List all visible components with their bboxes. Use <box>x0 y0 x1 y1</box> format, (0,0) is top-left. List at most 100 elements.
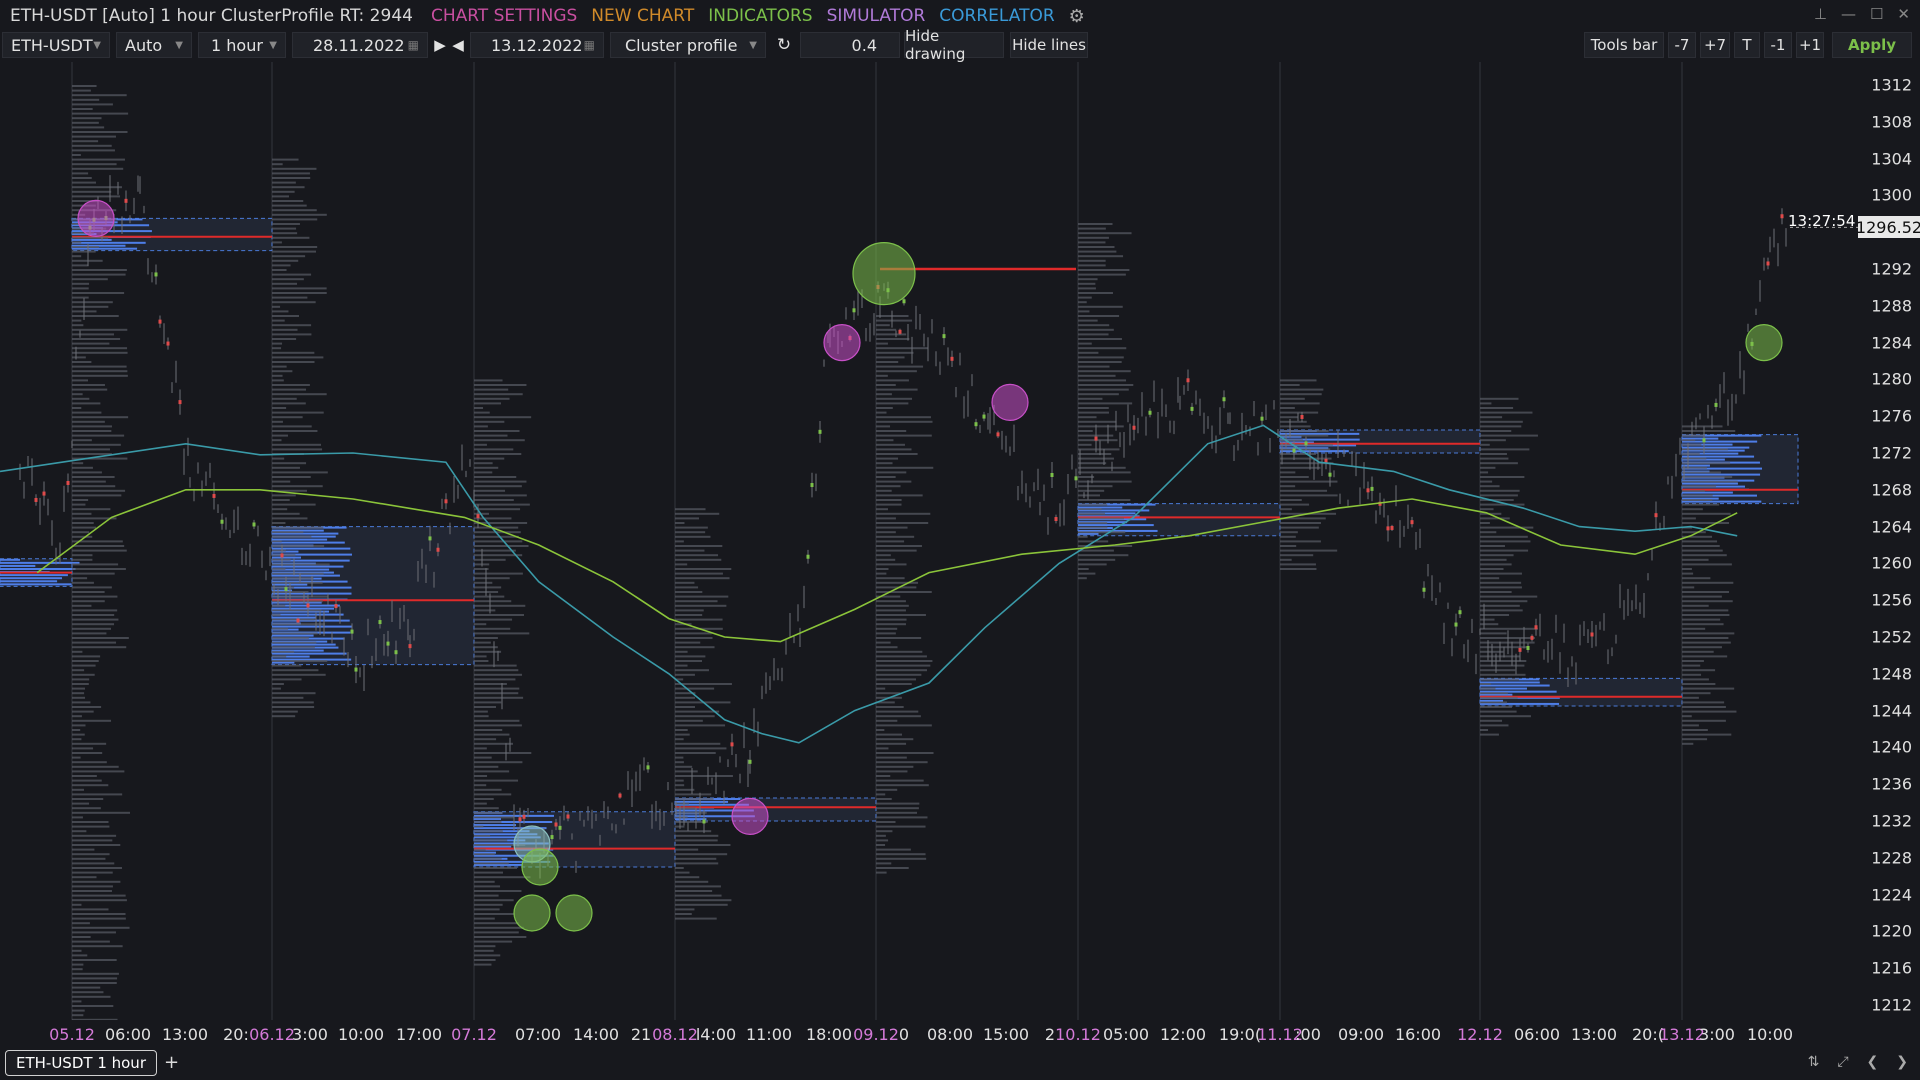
apply-button[interactable]: Apply <box>1832 32 1912 58</box>
cluster-bar <box>1078 494 1100 497</box>
time-tick-label: 20: <box>223 1025 249 1044</box>
date-tick-label: 06.12 <box>249 1025 295 1044</box>
cluster-bar <box>272 213 327 216</box>
cluster-bar <box>272 227 297 230</box>
cluster-bar <box>272 209 317 212</box>
cluster-histogram <box>1078 223 1134 580</box>
cluster-bar <box>474 393 523 396</box>
price-tick-label: 1300 <box>1871 185 1912 205</box>
date-to-field[interactable]: 13.12.2022 ▦ <box>470 32 604 58</box>
chevron-right-icon[interactable]: ❯ <box>1896 1054 1908 1070</box>
cluster-bar <box>474 954 501 957</box>
menu-indicators[interactable]: INDICATORS <box>708 6 813 26</box>
cluster-bar <box>272 618 315 621</box>
expand-icon[interactable]: ⤢ <box>1837 1054 1849 1070</box>
cluster-bar <box>1280 457 1332 460</box>
cluster-bar <box>474 917 495 920</box>
cluster-bar <box>876 374 888 377</box>
maximize-icon[interactable]: ☐ <box>1869 5 1884 23</box>
refresh-icon[interactable]: ↻ <box>776 35 792 55</box>
profile-bar <box>1682 446 1750 449</box>
menu-correlator[interactable]: CORRELATOR <box>939 6 1055 26</box>
profile-bar <box>1280 438 1360 441</box>
cluster-bar <box>72 98 100 101</box>
minus7-button[interactable]: -7 <box>1668 32 1696 58</box>
cluster-bar <box>876 641 891 644</box>
cluster-bar <box>675 752 716 754</box>
cluster-bar <box>1078 531 1126 534</box>
profile-bar <box>272 610 330 613</box>
window-controls: ⊥ — ☐ ✕ <box>1814 5 1910 23</box>
cluster-bar <box>675 581 695 584</box>
cluster-bar <box>1078 402 1133 405</box>
gear-icon[interactable]: ⚙ <box>1068 5 1085 27</box>
price-axis[interactable]: 1312130813041300129612921288128412801276… <box>1858 62 1920 1020</box>
minimize-icon[interactable]: — <box>1840 5 1856 23</box>
cluster-bar <box>272 338 297 340</box>
cluster-bar <box>72 715 82 718</box>
cluster-bar <box>72 411 102 414</box>
cluster-bar <box>72 177 92 179</box>
value-stepper[interactable]: 0.4 <box>800 32 900 58</box>
cluster-bar <box>272 416 303 419</box>
cluster-bar <box>1078 296 1092 299</box>
chevron-left-icon[interactable]: ❮ <box>1866 1054 1879 1070</box>
hide-lines-button[interactable]: Hide lines <box>1010 32 1088 58</box>
candle-body <box>1186 378 1190 383</box>
cluster-bar <box>272 595 328 598</box>
cluster-bar <box>1480 683 1491 685</box>
cluster-bar <box>675 655 706 658</box>
cluster-bar <box>474 696 524 699</box>
close-icon[interactable]: ✕ <box>1897 5 1910 23</box>
cluster-bar <box>474 430 520 432</box>
cluster-bar <box>876 453 918 455</box>
cluster-bar <box>675 549 705 552</box>
price-chart[interactable] <box>0 62 1858 1020</box>
cluster-bar <box>876 683 912 685</box>
menu-chart-settings[interactable]: CHART SETTINGS <box>430 6 578 26</box>
menu-simulator[interactable]: SIMULATOR <box>826 6 926 26</box>
symbol-select[interactable]: ETH-USDT ▼ <box>2 32 110 58</box>
cluster-bar <box>1078 328 1114 331</box>
plus1-button[interactable]: +1 <box>1796 32 1824 58</box>
date-from-field[interactable]: 28.11.2022 ▦ <box>292 32 428 58</box>
cluster-bar <box>1280 434 1329 437</box>
cluster-bar <box>1480 480 1493 483</box>
time-axis[interactable]: 05.12 06:00 13:00 20: 06.12 3:00 10:00 17:00 07.… <box>0 1020 1858 1048</box>
calendar-icon[interactable]: ▦ <box>407 38 419 52</box>
cluster-bar <box>72 903 82 906</box>
cluster-bar <box>1682 430 1736 432</box>
tools-bar-button[interactable]: Tools bar <box>1584 32 1664 58</box>
minus1-button[interactable]: -1 <box>1764 32 1792 58</box>
cluster-bar <box>1280 402 1320 405</box>
cluster-bar <box>1682 453 1700 455</box>
template-select[interactable]: Cluster profile ▼ <box>610 32 766 58</box>
cluster-bar <box>72 388 108 391</box>
cluster-bar <box>72 591 105 593</box>
cluster-bar <box>1078 448 1120 451</box>
add-tab-icon[interactable]: + <box>164 1052 180 1073</box>
calendar-icon[interactable]: ▦ <box>583 38 595 52</box>
cluster-bar <box>1078 255 1124 258</box>
sort-icon[interactable]: ⇅ <box>1807 1054 1820 1070</box>
cluster-bar <box>1480 531 1497 534</box>
cluster-bar <box>876 476 896 478</box>
cluster-histogram <box>474 379 532 966</box>
hide-drawing-button[interactable]: Hide drawing <box>904 27 1004 63</box>
menu-new-chart[interactable]: NEW CHART <box>591 6 695 26</box>
cluster-bar <box>675 802 689 805</box>
scale-select[interactable]: Auto ▼ <box>116 32 192 58</box>
cluster-bar <box>72 338 121 340</box>
plus7-button[interactable]: +7 <box>1700 32 1730 58</box>
chart-tab[interactable]: ETH-USDT 1 hour <box>5 1050 157 1076</box>
cluster-bar <box>1480 664 1525 667</box>
play-forward-icon[interactable]: ▶ <box>434 36 446 54</box>
timeframe-select[interactable]: 1 hour ▼ <box>198 32 286 58</box>
t-button[interactable]: T <box>1734 32 1760 58</box>
cluster-bar <box>675 775 733 777</box>
cluster-bar <box>675 692 696 695</box>
play-back-icon[interactable]: ◀ <box>452 36 464 54</box>
candle-body <box>212 493 216 498</box>
pin-icon[interactable]: ⊥ <box>1813 5 1827 23</box>
cluster-bar <box>876 729 885 731</box>
